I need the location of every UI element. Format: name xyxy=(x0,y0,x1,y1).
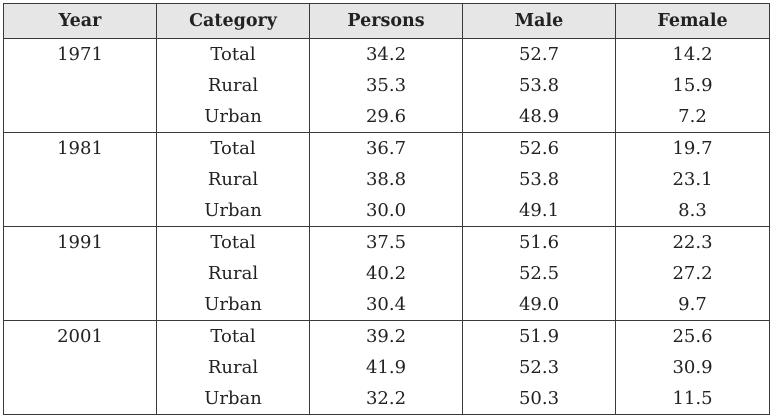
persons-cell: 30.0 xyxy=(309,195,463,227)
year-cell: 1981 xyxy=(3,132,157,164)
table-row: Urban 30.0 49.1 8.3 xyxy=(3,195,770,227)
male-cell: 52.5 xyxy=(462,258,616,289)
table-row: Rural 40.2 52.5 27.2 xyxy=(3,258,770,289)
persons-cell: 37.5 xyxy=(309,226,463,258)
category-cell: Urban xyxy=(156,289,310,321)
header-category: Category xyxy=(156,3,310,39)
table-row: Urban 32.2 50.3 11.5 xyxy=(3,383,770,415)
category-cell: Rural xyxy=(156,70,310,101)
year-cell-empty xyxy=(3,352,157,383)
female-cell: 8.3 xyxy=(615,195,770,227)
male-cell: 49.0 xyxy=(462,289,616,321)
category-cell: Urban xyxy=(156,101,310,133)
year-cell-empty xyxy=(3,101,157,133)
female-cell: 27.2 xyxy=(615,258,770,289)
year-cell-empty xyxy=(3,195,157,227)
female-cell: 25.6 xyxy=(615,320,770,352)
table-row: 1971 Total 34.2 52.7 14.2 xyxy=(3,38,770,70)
year-cell: 2001 xyxy=(3,320,157,352)
year-cell-empty xyxy=(3,164,157,195)
table-row: 2001 Total 39.2 51.9 25.6 xyxy=(3,320,770,352)
male-cell: 49.1 xyxy=(462,195,616,227)
category-cell: Total xyxy=(156,320,310,352)
table-row: 1991 Total 37.5 51.6 22.3 xyxy=(3,226,770,258)
year-cell: 1971 xyxy=(3,38,157,70)
female-cell: 9.7 xyxy=(615,289,770,321)
male-cell: 52.3 xyxy=(462,352,616,383)
female-cell: 19.7 xyxy=(615,132,770,164)
persons-cell: 38.8 xyxy=(309,164,463,195)
persons-cell: 41.9 xyxy=(309,352,463,383)
female-cell: 11.5 xyxy=(615,383,770,415)
header-male: Male xyxy=(462,3,616,39)
category-cell: Urban xyxy=(156,195,310,227)
female-cell: 22.3 xyxy=(615,226,770,258)
table-row: Urban 30.4 49.0 9.7 xyxy=(3,289,770,321)
year-cell-empty xyxy=(3,383,157,415)
persons-cell: 40.2 xyxy=(309,258,463,289)
persons-cell: 30.4 xyxy=(309,289,463,321)
year-cell-empty xyxy=(3,70,157,101)
persons-cell: 36.7 xyxy=(309,132,463,164)
category-cell: Rural xyxy=(156,164,310,195)
category-cell: Rural xyxy=(156,352,310,383)
year-cell-empty xyxy=(3,258,157,289)
persons-cell: 32.2 xyxy=(309,383,463,415)
female-cell: 7.2 xyxy=(615,101,770,133)
category-cell: Total xyxy=(156,132,310,164)
male-cell: 52.7 xyxy=(462,38,616,70)
male-cell: 51.9 xyxy=(462,320,616,352)
female-cell: 15.9 xyxy=(615,70,770,101)
persons-cell: 29.6 xyxy=(309,101,463,133)
persons-cell: 34.2 xyxy=(309,38,463,70)
header-female: Female xyxy=(615,3,770,39)
header-persons: Persons xyxy=(309,3,463,39)
male-cell: 51.6 xyxy=(462,226,616,258)
male-cell: 53.8 xyxy=(462,70,616,101)
category-cell: Total xyxy=(156,226,310,258)
persons-cell: 39.2 xyxy=(309,320,463,352)
male-cell: 52.6 xyxy=(462,132,616,164)
female-cell: 30.9 xyxy=(615,352,770,383)
table-row: Rural 41.9 52.3 30.9 xyxy=(3,352,770,383)
data-table: Year Category Persons Male Female 1971 T… xyxy=(3,3,770,415)
table-row: Rural 35.3 53.8 15.9 xyxy=(3,70,770,101)
year-cell-empty xyxy=(3,289,157,321)
female-cell: 14.2 xyxy=(615,38,770,70)
female-cell: 23.1 xyxy=(615,164,770,195)
header-year: Year xyxy=(3,3,157,39)
table-header: Year Category Persons Male Female xyxy=(3,3,770,39)
table-row: Urban 29.6 48.9 7.2 xyxy=(3,101,770,133)
year-cell: 1991 xyxy=(3,226,157,258)
category-cell: Urban xyxy=(156,383,310,415)
category-cell: Rural xyxy=(156,258,310,289)
data-table-container: Year Category Persons Male Female 1971 T… xyxy=(3,3,770,415)
category-cell: Total xyxy=(156,38,310,70)
persons-cell: 35.3 xyxy=(309,70,463,101)
table-row: 1981 Total 36.7 52.6 19.7 xyxy=(3,132,770,164)
table-body: 1971 Total 34.2 52.7 14.2 Rural 35.3 53.… xyxy=(3,38,770,415)
male-cell: 50.3 xyxy=(462,383,616,415)
male-cell: 48.9 xyxy=(462,101,616,133)
male-cell: 53.8 xyxy=(462,164,616,195)
header-row: Year Category Persons Male Female xyxy=(3,3,770,39)
table-row: Rural 38.8 53.8 23.1 xyxy=(3,164,770,195)
